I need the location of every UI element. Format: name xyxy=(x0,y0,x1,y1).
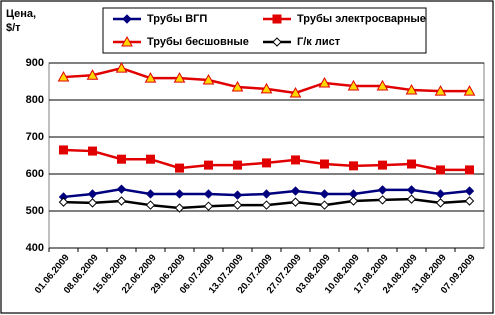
data-point xyxy=(231,81,244,92)
data-point xyxy=(290,197,301,207)
data-point xyxy=(347,79,360,91)
data-point xyxy=(233,160,242,170)
data-point xyxy=(145,189,156,199)
data-point xyxy=(348,196,359,206)
data-point xyxy=(203,201,214,211)
data-point xyxy=(174,203,185,213)
data-point xyxy=(115,62,128,73)
data-point xyxy=(88,146,97,156)
data-point xyxy=(406,194,417,204)
data-point xyxy=(87,189,98,199)
data-point xyxy=(144,72,157,83)
data-point xyxy=(202,73,215,85)
data-point xyxy=(465,165,474,175)
data-point xyxy=(434,85,447,96)
data-point xyxy=(145,200,156,210)
data-point xyxy=(87,198,98,208)
data-point xyxy=(318,76,331,88)
legend-label: Трубы электросварные xyxy=(297,13,426,25)
data-point xyxy=(116,184,127,194)
data-point xyxy=(174,189,185,199)
data-point xyxy=(86,69,99,80)
y-tick-label: 600 xyxy=(26,168,44,180)
data-point xyxy=(319,200,330,210)
data-point xyxy=(116,196,127,206)
data-point xyxy=(349,161,358,171)
legend-marker xyxy=(272,14,282,24)
data-point xyxy=(406,185,417,195)
data-point xyxy=(377,185,388,195)
legend-marker xyxy=(272,37,282,47)
data-point xyxy=(435,198,446,208)
data-point xyxy=(463,85,476,96)
data-point xyxy=(464,196,475,206)
data-point xyxy=(204,160,213,170)
legend-label: Трубы бесшовные xyxy=(147,36,249,48)
y-tick-label: 900 xyxy=(26,57,44,69)
legend-box xyxy=(102,7,427,54)
data-point xyxy=(173,72,186,83)
data-point xyxy=(203,189,214,199)
data-point xyxy=(175,163,184,173)
y-axis-label: Цена, xyxy=(6,8,36,20)
y-tick-label: 400 xyxy=(26,242,44,254)
data-point xyxy=(262,158,271,168)
data-point xyxy=(232,190,243,200)
legend-marker xyxy=(122,14,132,24)
data-point xyxy=(319,189,330,199)
legend-label: Трубы ВГП xyxy=(147,13,207,25)
y-tick-label: 800 xyxy=(26,94,44,106)
data-point xyxy=(290,186,301,196)
data-point xyxy=(59,145,68,155)
data-point xyxy=(232,200,243,210)
data-point xyxy=(261,200,272,210)
data-point xyxy=(378,160,387,170)
data-point xyxy=(436,165,445,175)
data-point xyxy=(407,159,416,169)
data-point xyxy=(377,195,388,205)
data-point xyxy=(58,197,69,207)
data-point xyxy=(289,86,302,98)
y-tick-label: 500 xyxy=(26,205,44,217)
data-point xyxy=(261,189,272,199)
data-point xyxy=(146,154,155,164)
y-tick-label: 700 xyxy=(26,131,44,143)
legend-marker xyxy=(121,35,133,47)
data-point xyxy=(405,83,418,95)
data-point xyxy=(260,82,273,94)
data-point xyxy=(376,79,389,91)
data-point xyxy=(320,159,329,169)
data-point xyxy=(291,155,300,165)
data-point xyxy=(435,189,446,199)
data-point xyxy=(57,71,70,82)
data-point xyxy=(464,186,475,196)
data-point xyxy=(117,154,126,164)
legend-label: Г/к лист xyxy=(297,36,341,48)
y-axis-label: $/т xyxy=(6,22,21,34)
